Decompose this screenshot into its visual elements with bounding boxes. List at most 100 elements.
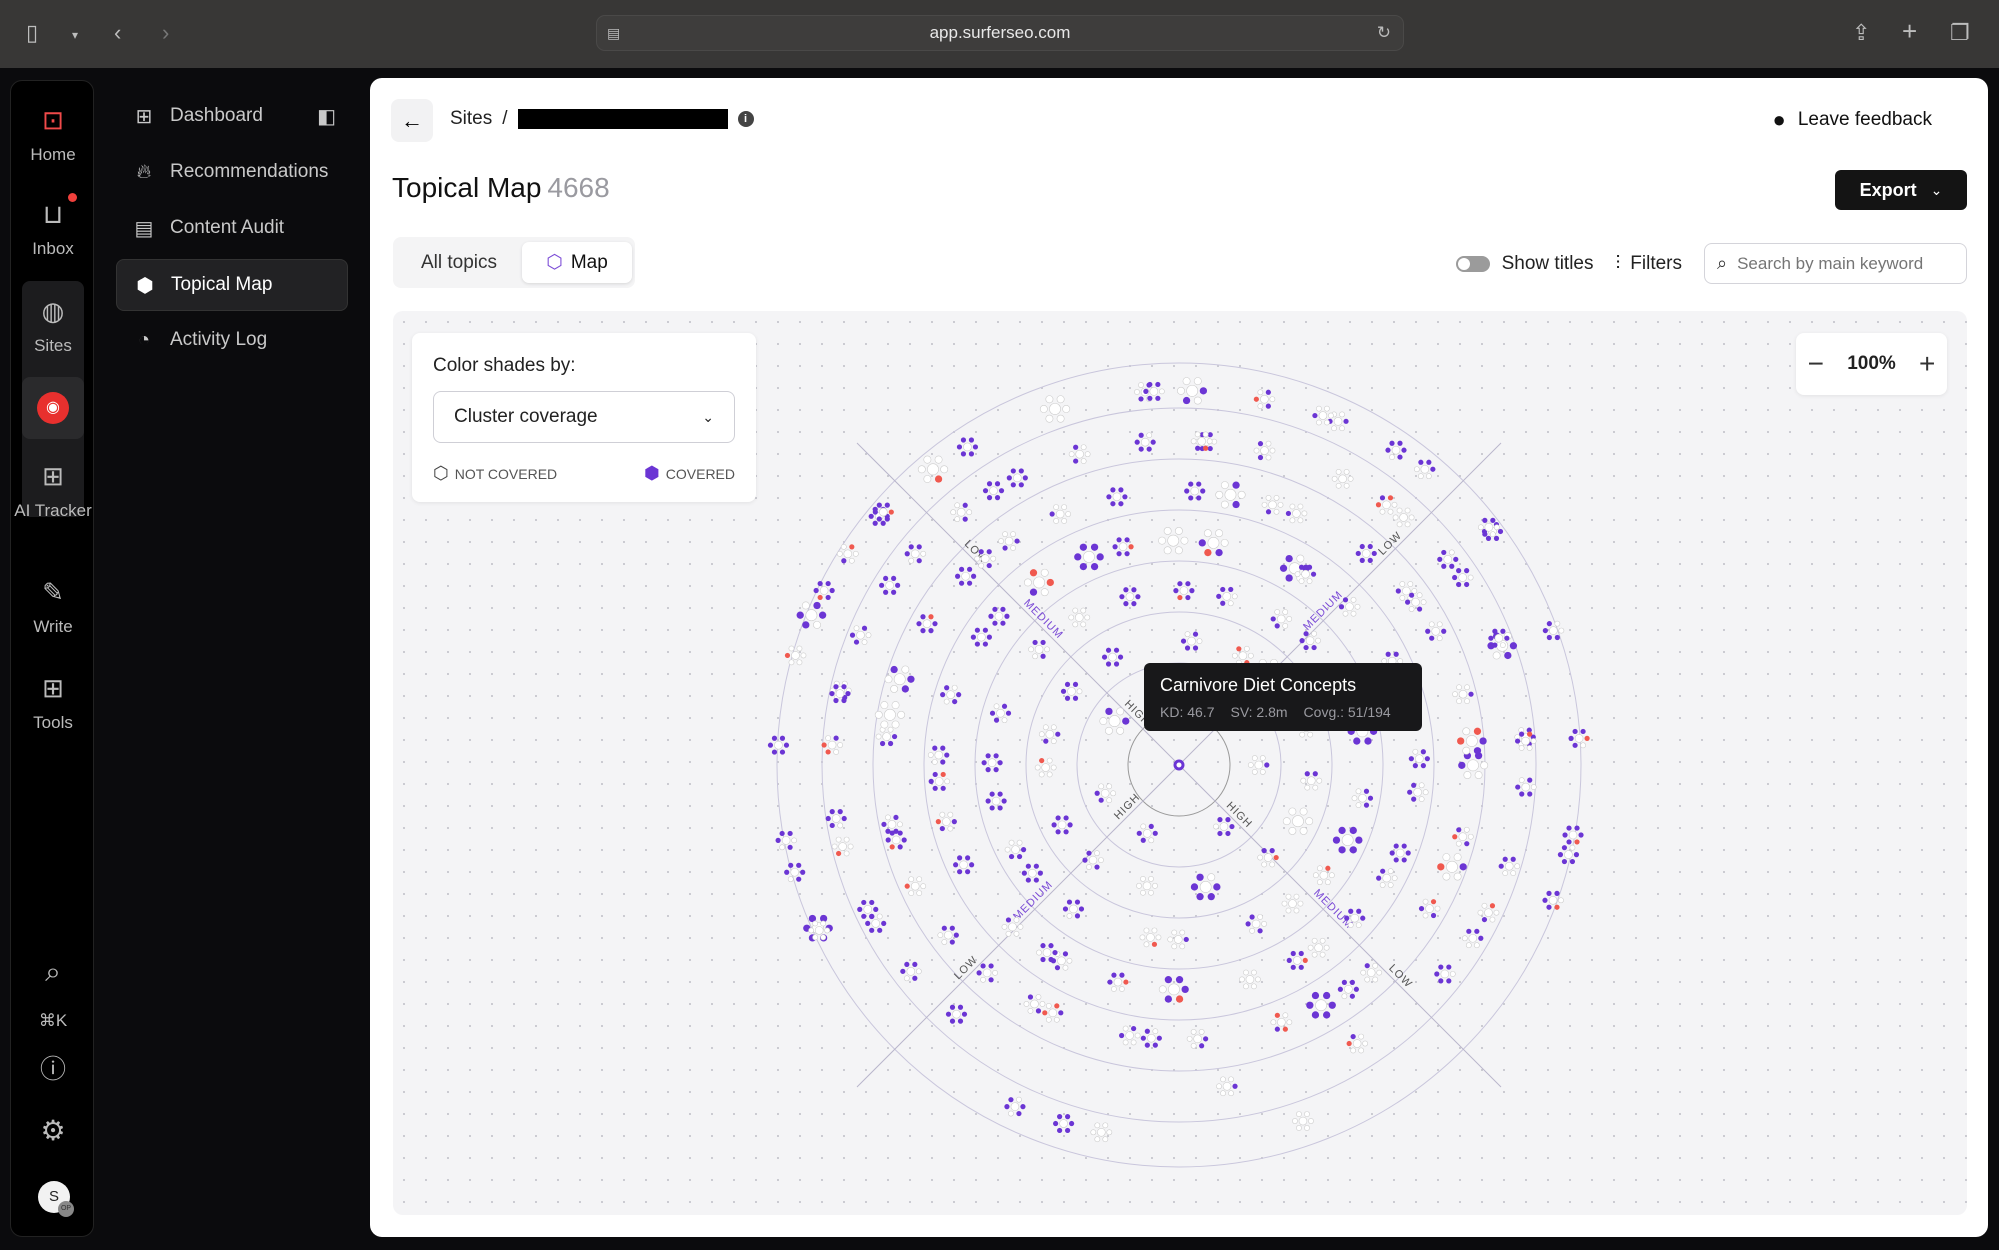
topic-cluster[interactable]	[1239, 969, 1261, 990]
topic-cluster[interactable]	[1042, 1003, 1064, 1023]
topic-cluster[interactable]	[982, 481, 1005, 501]
topic-cluster[interactable]	[1134, 432, 1156, 452]
topic-cluster[interactable]	[1407, 782, 1429, 803]
topic-cluster[interactable]	[1216, 586, 1238, 607]
topic-cluster[interactable]	[953, 855, 975, 875]
rail-item-ai-tracker[interactable]: ⊞ AI Tracker	[11, 461, 95, 521]
topic-cluster[interactable]	[1062, 899, 1085, 919]
topic-cluster[interactable]	[1270, 1012, 1293, 1032]
topic-cluster[interactable]	[998, 531, 1020, 551]
topic-cluster[interactable]	[1331, 468, 1354, 489]
topic-cluster[interactable]	[865, 913, 887, 933]
nav-item-dashboard[interactable]: ⊞ Dashboard ◧	[116, 90, 348, 142]
topic-cluster[interactable]	[1452, 684, 1474, 705]
topic-cluster[interactable]	[1355, 543, 1377, 563]
topic-cluster[interactable]	[831, 836, 854, 857]
topic-cluster[interactable]	[1216, 1076, 1238, 1097]
topic-cluster[interactable]	[1253, 389, 1276, 410]
topic-cluster[interactable]	[825, 809, 847, 829]
topic-cluster[interactable]	[900, 961, 922, 982]
topic-cluster[interactable]	[808, 920, 831, 941]
topic-cluster[interactable]	[1375, 495, 1398, 515]
topic-cluster[interactable]	[1186, 1029, 1209, 1049]
topic-cluster[interactable]	[1562, 825, 1584, 845]
zoom-in-button[interactable]: +	[1919, 348, 1936, 379]
topic-cluster[interactable]	[950, 502, 973, 523]
topic-cluster[interactable]	[970, 627, 992, 647]
topic-cluster[interactable]	[1028, 639, 1050, 660]
breadcrumb-sites-link[interactable]: Sites	[450, 108, 493, 129]
topic-cluster[interactable]	[849, 625, 872, 645]
topic-cluster[interactable]	[813, 580, 835, 601]
topic-cluster[interactable]	[1461, 928, 1484, 949]
topic-cluster[interactable]	[904, 876, 927, 896]
topic-cluster[interactable]	[1437, 549, 1459, 569]
topic-cluster[interactable]	[1173, 581, 1195, 601]
topic-cluster[interactable]	[1215, 481, 1246, 509]
topic-cluster[interactable]	[1413, 459, 1436, 480]
topic-cluster[interactable]	[1136, 875, 1158, 896]
topic-cluster[interactable]	[1136, 823, 1158, 844]
topic-cluster[interactable]	[1457, 727, 1487, 755]
topic-cluster[interactable]	[1332, 826, 1363, 854]
topic-cluster[interactable]	[1360, 962, 1383, 983]
forward-icon[interactable]: ›	[162, 20, 170, 45]
rail-item-inbox[interactable]: ⊔ Inbox	[11, 193, 95, 259]
topic-cluster[interactable]	[1167, 929, 1189, 950]
topic-cluster[interactable]	[974, 549, 997, 569]
topic-cluster[interactable]	[1099, 707, 1130, 735]
reload-icon[interactable]: ↻	[1376, 23, 1391, 42]
topic-cluster[interactable]	[1299, 630, 1321, 651]
rail-item-sites[interactable]: ◍ Sites	[11, 296, 95, 356]
zoom-out-button[interactable]: −	[1807, 348, 1824, 379]
topic-cluster[interactable]	[1213, 817, 1235, 837]
share-icon[interactable]: ⇪	[1852, 20, 1871, 45]
topic-cluster[interactable]	[916, 614, 938, 634]
topic-cluster[interactable]	[1498, 856, 1521, 877]
site-avatar-button[interactable]: ◉	[22, 377, 84, 439]
topic-cluster[interactable]	[1049, 504, 1072, 524]
topic-cluster[interactable]	[1515, 777, 1537, 797]
topic-cluster[interactable]	[1405, 592, 1427, 612]
collapse-panel-icon[interactable]: ◧	[317, 105, 336, 128]
topic-cluster[interactable]	[1385, 440, 1407, 460]
topic-cluster[interactable]	[1307, 937, 1330, 958]
topic-cluster[interactable]	[1282, 807, 1314, 835]
topic-cluster[interactable]	[1351, 788, 1374, 809]
topic-cluster[interactable]	[1023, 568, 1054, 597]
info-icon[interactable]: i	[737, 111, 754, 127]
search-icon[interactable]: ⌕	[45, 956, 61, 987]
topic-cluster[interactable]	[1158, 976, 1189, 1003]
topic-cluster[interactable]	[829, 684, 851, 704]
nav-item-topical-map[interactable]: ⬢ Topical Map	[116, 259, 348, 311]
topic-cluster[interactable]	[1190, 873, 1221, 901]
topic-cluster[interactable]	[1327, 411, 1349, 432]
topic-cluster[interactable]	[1542, 890, 1564, 910]
topic-cluster[interactable]	[1094, 783, 1117, 804]
topic-cluster[interactable]	[1270, 609, 1293, 629]
topic-cluster[interactable]	[1418, 898, 1441, 919]
topic-cluster[interactable]	[1068, 444, 1091, 464]
nav-item-recommendations[interactable]: 🔥︎ Recommendations	[116, 146, 348, 198]
topic-cluster[interactable]	[1004, 839, 1027, 860]
topic-cluster[interactable]	[875, 726, 898, 747]
topic-cluster[interactable]	[955, 566, 977, 586]
topic-cluster[interactable]	[874, 701, 906, 729]
topic-cluster[interactable]	[976, 963, 998, 983]
topical-map-canvas[interactable]: LOWMEDIUMHIGHLOWMEDIUMHIGHLOWMEDIUMHIGHL…	[393, 311, 1967, 1215]
center-cluster[interactable]	[1173, 759, 1185, 771]
topic-cluster[interactable]	[1190, 431, 1213, 451]
toggle-switch[interactable]	[1455, 255, 1490, 272]
tab-all-topics[interactable]: All topics	[420, 252, 498, 273]
topic-cluster[interactable]	[1245, 914, 1267, 934]
topic-cluster[interactable]	[1392, 507, 1415, 528]
topic-cluster[interactable]	[1285, 503, 1308, 524]
topic-cluster[interactable]	[1515, 731, 1537, 751]
topic-cluster[interactable]	[1338, 596, 1361, 617]
chevron-down-icon[interactable]: ▾	[72, 28, 79, 42]
topic-cluster[interactable]	[1101, 647, 1124, 667]
topic-cluster[interactable]	[1140, 1028, 1162, 1048]
user-avatar[interactable]: S OP	[38, 1181, 74, 1217]
topic-cluster[interactable]	[1082, 850, 1104, 870]
topic-cluster[interactable]	[1434, 964, 1456, 984]
